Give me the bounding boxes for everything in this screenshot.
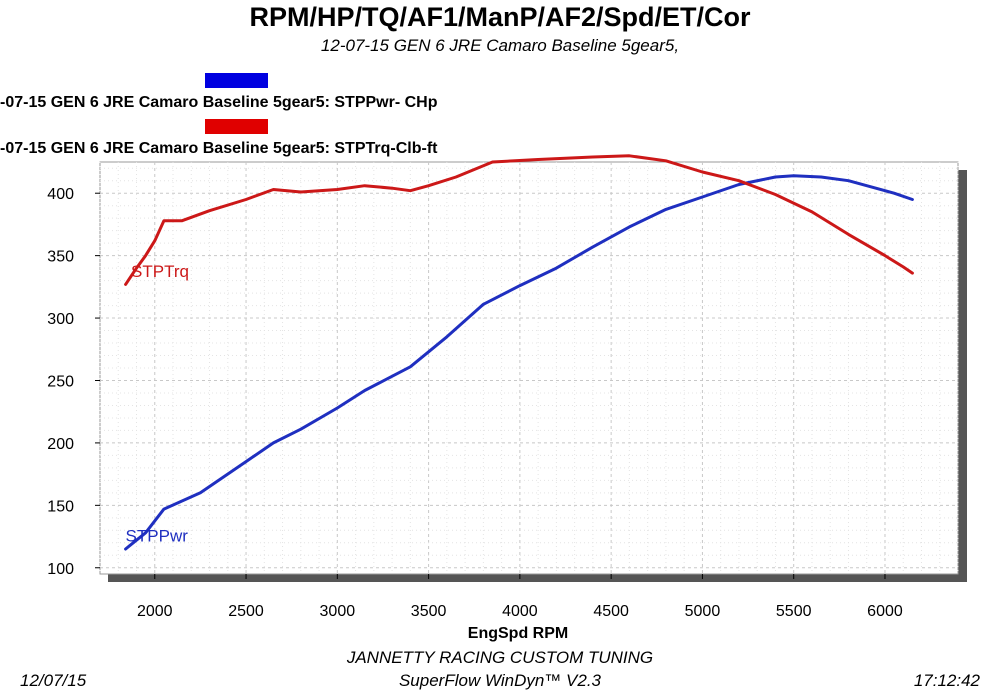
y-tick-label: 400 <box>47 186 74 203</box>
x-tick-label: 4000 <box>502 603 538 620</box>
legend-label-torque: -07-15 GEN 6 JRE Camaro Baseline 5gear5:… <box>0 140 438 157</box>
footer-date: 12/07/15 <box>20 671 87 690</box>
series-lines <box>124 154 914 551</box>
legend-label-power: -07-15 GEN 6 JRE Camaro Baseline 5gear5:… <box>0 94 438 111</box>
x-tick-label: 3500 <box>411 603 447 620</box>
footer-time: 17:12:42 <box>913 671 980 690</box>
x-axis-label: EngSpd RPM <box>468 625 568 642</box>
grid <box>99 162 959 574</box>
x-tick-label: 6000 <box>867 603 903 620</box>
y-tick-label: 300 <box>47 311 74 328</box>
x-tick-label: 2000 <box>137 603 173 620</box>
x-tick-label: 3000 <box>320 603 356 620</box>
x-tick-label: 4500 <box>593 603 629 620</box>
y-tick-label: 100 <box>47 561 74 578</box>
x-tick-label: 5000 <box>685 603 721 620</box>
y-tick-label: 250 <box>47 373 74 390</box>
series-annotations: STPTrq STPPwr <box>126 262 189 546</box>
footer-shop-name: JANNETTY RACING CUSTOM TUNING <box>346 648 654 667</box>
legend-swatch-torque <box>205 119 268 134</box>
series-annotation-stppwr: STPPwr <box>126 527 189 546</box>
x-tick-label: 5500 <box>776 603 812 620</box>
y-tick-label: 200 <box>47 436 74 453</box>
axes: 2000 2500 3000 3500 4000 4500 5000 5500 6000 100 1… <box>47 186 903 620</box>
legend-swatch-power <box>205 73 268 88</box>
x-tick-label: 2500 <box>228 603 264 620</box>
footer-software: SuperFlow WinDyn™ V2.3 <box>398 671 602 690</box>
chart-title: RPM/HP/TQ/AF1/ManP/AF2/Spd/ET/Cor <box>249 2 751 32</box>
y-tick-label: 150 <box>47 498 74 515</box>
chart-subtitle: 12-07-15 GEN 6 JRE Camaro Baseline 5gear… <box>320 36 680 55</box>
series-line-stptrq <box>124 154 914 286</box>
series-annotation-stptrq: STPTrq <box>131 262 189 281</box>
series-line-stppwr <box>124 174 914 551</box>
y-tick-label: 350 <box>47 249 74 266</box>
